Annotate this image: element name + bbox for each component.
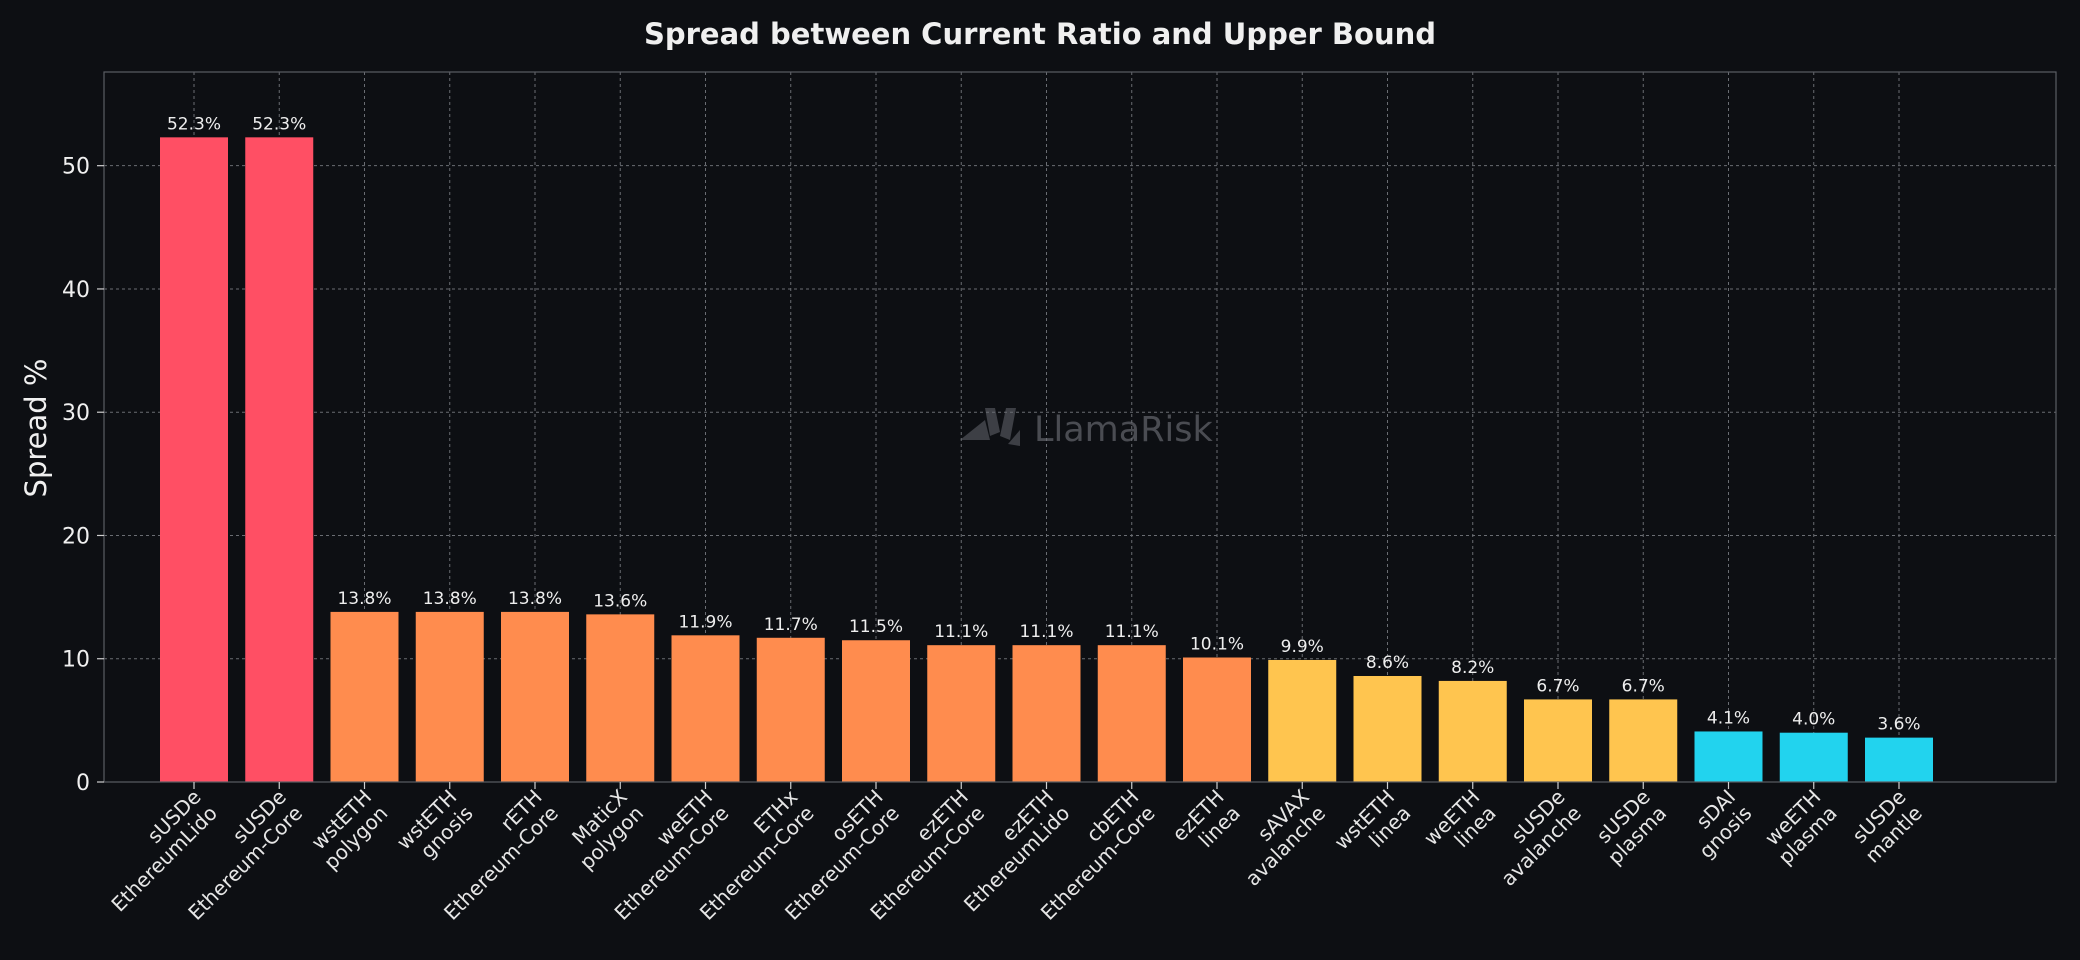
plot-frame [103, 71, 2057, 783]
bar-data-label: 4.1% [1707, 708, 1750, 728]
x-tick-label-text: MaticXpolygon [558, 784, 648, 874]
bar [1609, 699, 1678, 782]
bar [842, 640, 910, 782]
x-tick-label-text: sAVAXavalanche [1224, 784, 1330, 890]
x-axis-ticks: sUSDeEthereumLido sUSDeEthereum-Core wstET… [106, 782, 1927, 925]
bar [586, 614, 655, 782]
bar-data-label: 52.3% [252, 114, 306, 134]
bar [756, 637, 825, 782]
bar-data-label: 52.3% [167, 114, 221, 134]
x-tick-label: sAVAXavalanche [1224, 784, 1330, 890]
bar [501, 611, 569, 782]
bar [160, 137, 228, 783]
bar [1097, 645, 1166, 782]
x-tick-label: sUSDeplasma [1587, 785, 1672, 870]
watermark-text: LlamaRisk [1034, 410, 1213, 450]
x-tick-label-text: weETHlinea [1419, 785, 1501, 867]
bar [927, 645, 996, 782]
bar [1438, 680, 1507, 782]
bar [1268, 659, 1337, 782]
x-tick-label: weETHlinea [1419, 785, 1501, 867]
y-axis-ticks: 0 10 20 30 40 50 [62, 155, 104, 796]
bar [330, 611, 399, 782]
bar [415, 611, 484, 782]
bar [1694, 731, 1763, 782]
bar-data-label: 9.9% [1281, 637, 1324, 657]
x-tick-label: wstETHpolygon [303, 785, 393, 875]
y-tick-label: 0 [76, 771, 90, 796]
bar [245, 137, 314, 783]
chart-title: Spread between Current Ratio and Upper B… [644, 17, 1436, 51]
llamarisk-watermark: LlamaRisk [960, 408, 1213, 450]
bar-data-label: 4.0% [1792, 710, 1835, 730]
bar-data-label: 8.6% [1366, 653, 1409, 673]
bar [1865, 737, 1933, 782]
x-tick-label: sUSDeavalanche [1480, 785, 1586, 891]
bar-data-label: 8.2% [1451, 658, 1494, 678]
bar [1779, 732, 1848, 782]
bar-data-label: 11.5% [849, 617, 903, 637]
y-tick-label: 20 [62, 524, 90, 549]
data-labels: 52.3% 52.3% 13.8% 13.8% 13.8% 13.6% 11.9% 11.7%… [167, 114, 1921, 734]
bar-data-label: 11.9% [678, 612, 732, 632]
bar-data-label: 3.6% [1877, 715, 1920, 735]
x-tick-label-text: sUSDeavalanche [1480, 785, 1586, 891]
bars [160, 137, 1933, 783]
bar-data-label: 11.1% [1105, 622, 1159, 642]
y-tick-label: 30 [62, 401, 90, 426]
bar-data-label: 11.1% [1019, 622, 1073, 642]
x-tick-label: MaticXpolygon [558, 784, 648, 874]
x-tick-label-text: weETHplasma [1757, 785, 1842, 870]
x-tick-label: sUSDemantle [1844, 785, 1927, 868]
llamarisk-logo-icon [960, 408, 1020, 446]
y-tick-label: 40 [62, 278, 90, 303]
bar-data-label: 11.1% [934, 622, 988, 642]
y-tick-label: 50 [62, 155, 90, 180]
y-tick-label: 10 [62, 648, 90, 673]
bar-data-label: 13.8% [337, 589, 391, 609]
bar-data-label: 13.8% [423, 589, 477, 609]
x-tick-label-text: sUSDemantle [1844, 785, 1927, 868]
x-tick-label: ezETHlinea [1167, 785, 1245, 863]
bar [1524, 699, 1592, 782]
bar-data-label: 10.1% [1190, 635, 1244, 655]
bar [671, 635, 740, 782]
x-tick-label: weETHplasma [1757, 785, 1842, 870]
bar [1012, 645, 1081, 782]
x-tick-label-text: sDAIgnosis [1678, 785, 1756, 863]
bar-data-label: 6.7% [1536, 676, 1579, 696]
x-tick-label: sDAIgnosis [1678, 785, 1756, 863]
bar [1353, 675, 1422, 782]
bar [1183, 657, 1251, 782]
x-tick-label-text: sUSDeplasma [1587, 785, 1672, 870]
x-tick-label-text: wstETHlinea [1329, 785, 1415, 871]
bar-data-label: 11.7% [764, 615, 818, 635]
y-axis-label: Spread % [19, 359, 53, 498]
x-tick-label-text: ezETHlinea [1167, 785, 1245, 863]
x-tick-label: wstETHgnosis [392, 785, 478, 871]
x-tick-label-text: wstETHgnosis [392, 785, 478, 871]
x-tick-label-text: wstETHpolygon [303, 785, 393, 875]
x-tick-label: wstETHlinea [1329, 785, 1415, 871]
bar-data-label: 13.8% [508, 589, 562, 609]
grid-lines [104, 72, 2056, 783]
bar-data-label: 13.6% [593, 591, 647, 611]
bar-data-label: 6.7% [1622, 676, 1665, 696]
